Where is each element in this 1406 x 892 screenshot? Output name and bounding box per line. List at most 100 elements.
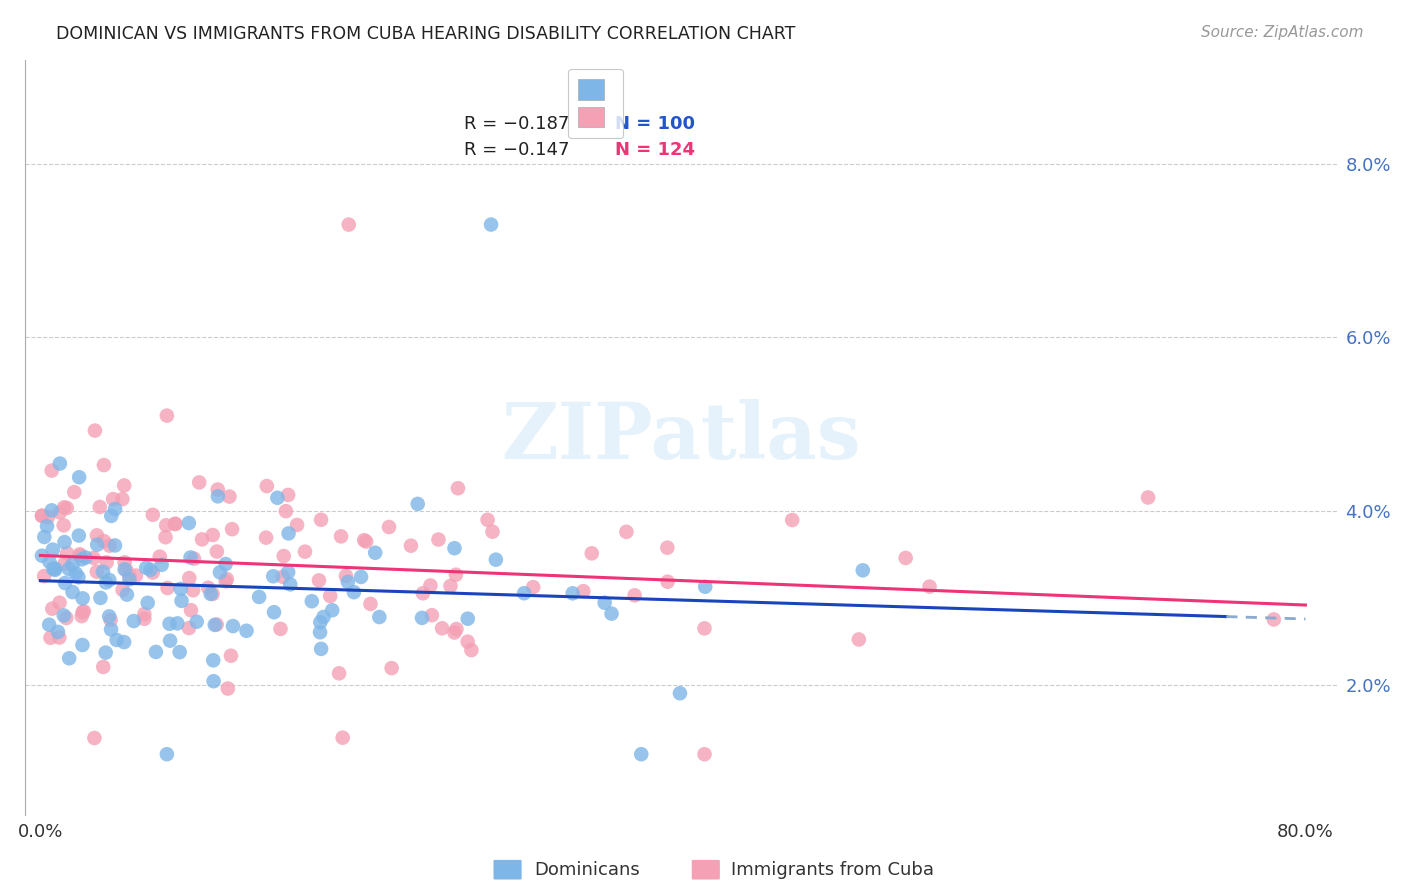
Point (208, 566, 231, 580)
Point (319, 589, 342, 603)
Point (328, 666, 350, 681)
Point (91, 565, 114, 579)
Point (98, 573, 121, 587)
Point (156, 747, 179, 762)
Point (277, 488, 299, 502)
Point (412, 586, 434, 600)
Point (181, 583, 204, 598)
Point (202, 674, 225, 689)
Point (274, 504, 297, 518)
Point (205, 544, 228, 558)
Point (477, 513, 499, 527)
Point (70, 552, 93, 566)
Point (353, 533, 375, 548)
Point (695, 580, 717, 594)
Point (67, 470, 90, 484)
Point (411, 611, 433, 625)
Point (263, 605, 285, 619)
Point (125, 568, 148, 582)
Point (49, 457, 72, 471)
Point (780, 513, 803, 527)
Point (852, 563, 875, 577)
Point (235, 624, 257, 638)
Point (101, 492, 124, 507)
Point (177, 516, 200, 530)
Point (98, 539, 121, 553)
Point (360, 597, 382, 611)
Point (513, 586, 536, 600)
Point (217, 681, 239, 696)
Point (163, 516, 186, 531)
Point (114, 562, 136, 576)
Point (134, 612, 156, 626)
Point (32, 569, 55, 583)
Point (72, 591, 94, 606)
Point (48, 631, 70, 645)
Point (41, 601, 63, 615)
Point (122, 614, 145, 628)
Point (52, 608, 75, 623)
Point (460, 643, 482, 657)
Point (170, 594, 193, 608)
Point (215, 572, 238, 586)
Point (114, 555, 136, 569)
Point (166, 616, 188, 631)
Point (115, 563, 138, 577)
Point (188, 475, 211, 490)
Point (201, 587, 224, 601)
Point (75, 550, 97, 565)
Point (262, 569, 284, 583)
Point (112, 635, 135, 649)
Point (205, 617, 228, 632)
Point (155, 530, 177, 544)
Point (420, 608, 443, 623)
Point (155, 518, 177, 533)
Point (439, 579, 461, 593)
Point (48, 596, 70, 610)
Point (156, 581, 179, 595)
Text: N = 100: N = 100 (616, 115, 695, 133)
Point (381, 661, 404, 675)
Point (56, 500, 79, 515)
Point (149, 549, 172, 564)
Point (218, 490, 240, 504)
Point (301, 594, 323, 608)
Point (105, 632, 128, 647)
Point (350, 570, 373, 584)
Point (46, 624, 69, 639)
Point (669, 686, 692, 700)
Point (918, 580, 941, 594)
Point (321, 603, 343, 617)
Point (118, 568, 141, 582)
Point (72, 605, 94, 619)
Point (207, 483, 229, 497)
Point (42, 542, 65, 557)
Point (136, 596, 159, 610)
Point (309, 615, 332, 630)
Point (58, 651, 80, 665)
Point (330, 529, 353, 543)
Point (93, 458, 115, 472)
Point (202, 653, 225, 667)
Point (332, 731, 354, 745)
Point (572, 584, 595, 599)
Point (179, 571, 201, 585)
Point (135, 560, 157, 574)
Point (197, 581, 219, 595)
Point (69, 549, 91, 563)
Point (221, 522, 243, 536)
Point (91, 660, 114, 674)
Legend: , : , (568, 69, 623, 138)
Point (98, 609, 121, 624)
Text: Immigrants from Cuba: Immigrants from Cuba (731, 861, 934, 879)
Point (848, 632, 870, 647)
Point (159, 616, 181, 631)
Point (159, 633, 181, 648)
Point (214, 557, 236, 571)
Point (481, 524, 503, 539)
Point (142, 566, 165, 580)
Point (41, 464, 63, 478)
Point (222, 619, 245, 633)
Point (111, 582, 134, 597)
Point (600, 607, 623, 621)
